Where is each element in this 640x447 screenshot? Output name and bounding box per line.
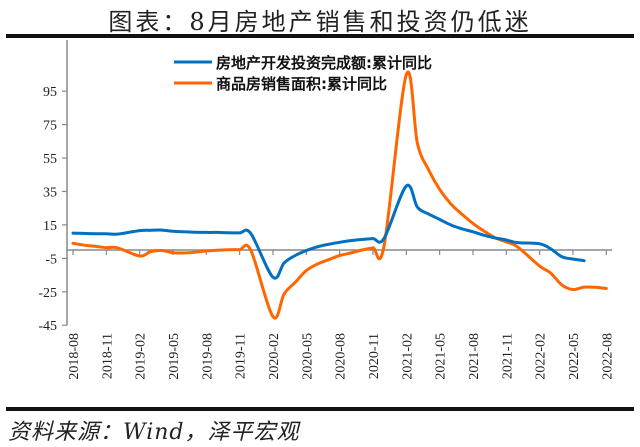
legend-investment-label: 房地产开发投资完成额:累计同比	[216, 54, 432, 72]
x-tick-label: 2018-11	[100, 333, 115, 379]
y-tick-label: 75	[43, 119, 57, 134]
x-tick-label: 2018-08	[67, 333, 82, 380]
y-tick-label: 55	[43, 152, 57, 167]
x-tick-label: 2020-11	[367, 333, 382, 379]
y-tick-label: 15	[43, 219, 57, 234]
y-tick-label: -45	[38, 319, 57, 334]
x-tick-label: 2020-05	[300, 333, 315, 380]
x-tick-label: 2019-08	[200, 333, 215, 380]
x-tick-label: 2020-08	[334, 333, 349, 380]
x-tick-label: 2022-02	[534, 333, 549, 380]
x-tick-label: 2019-11	[234, 333, 249, 379]
legend-sales-label: 商品房销售面积:累计同比	[216, 75, 387, 93]
x-tick-label: 2021-05	[434, 333, 449, 380]
sales-area-line	[71, 70, 608, 320]
source-note: 资料来源：Wind，泽平宏观	[8, 420, 300, 445]
title-divider	[6, 34, 634, 38]
y-tick-label: -25	[38, 286, 57, 301]
x-tick-label: 2019-02	[134, 333, 149, 380]
x-tick-label: 2020-02	[267, 333, 282, 380]
x-tick-label: 2022-08	[600, 333, 615, 380]
y-tick-label: -5	[45, 252, 57, 267]
x-tick-label: 2021-02	[400, 333, 415, 380]
x-tick-label: 2022-05	[567, 333, 582, 380]
x-tick-label: 2021-08	[467, 333, 482, 380]
investment-line	[71, 183, 586, 280]
footer-divider	[6, 407, 634, 411]
y-tick-label: 35	[43, 185, 57, 200]
chart-title: 图表：8月房地产销售和投资仍低迷	[108, 8, 532, 36]
y-tick-label: 95	[43, 85, 57, 100]
series-lines	[71, 70, 608, 320]
x-tick-label: 2019-05	[167, 333, 182, 380]
x-tick-label: 2021-11	[500, 333, 515, 379]
